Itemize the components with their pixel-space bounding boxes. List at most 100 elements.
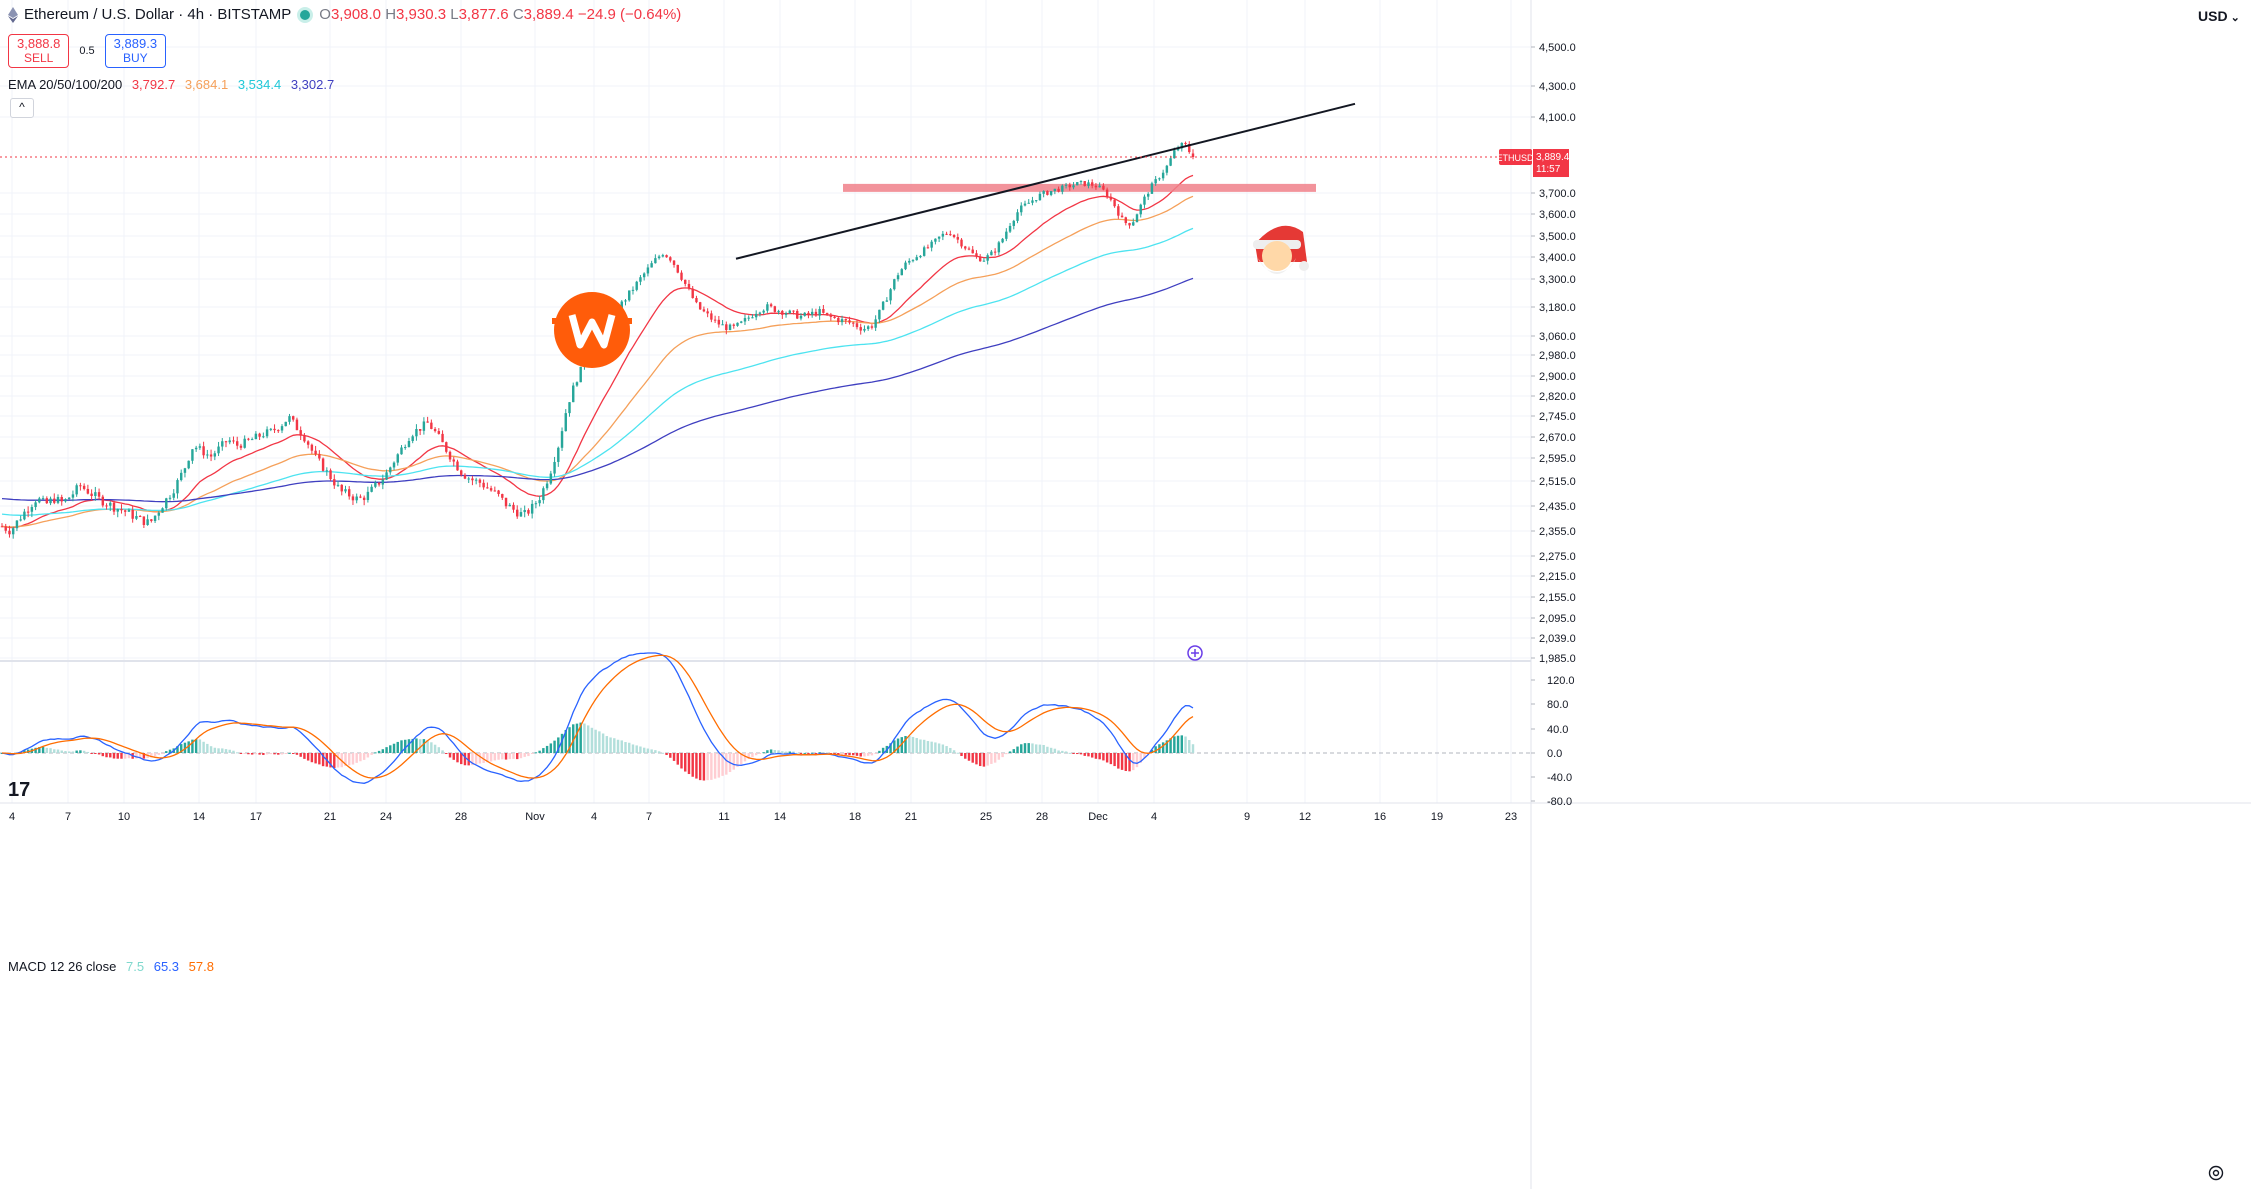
candle-body [452,459,455,462]
sell-button[interactable]: 3,888.8 SELL [8,34,70,68]
candle-body [38,498,41,503]
macd-hist-bar [725,753,728,775]
macd-hist-bar [1135,753,1139,768]
candle-body [340,484,343,492]
price-tick-label: 3,400.0 [1539,252,1576,264]
candle-body [654,258,657,264]
ema-legend[interactable]: EMA 20/50/100/200 3,792.7 3,684.1 3,534.… [8,77,340,92]
candle-body [1161,172,1165,179]
macd-hist-bar [1008,751,1012,753]
macd-hist-bar [684,753,687,772]
symbol-title[interactable]: Ethereum / U.S. Dollar · 4h · BITSTAMP [24,6,292,23]
macd-hist-bar [142,753,146,759]
macd-hist-bar [814,753,818,754]
candle-body [1094,185,1098,188]
candle-body [855,323,859,328]
macd-hist-bar [288,752,291,754]
macd-hist-bar [896,738,900,753]
macd-hist-bar [672,753,676,761]
macd-hist-bar [314,753,317,764]
candle-body [209,454,213,457]
price-tick-label: 2,900.0 [1539,371,1576,383]
candle-body [1132,222,1135,226]
macd-hist-bar [844,753,847,755]
macd-hist-bar [1176,735,1180,753]
macd-hist-bar [153,753,157,757]
candle-body [646,267,650,274]
candle-body [79,485,82,487]
candle-body [501,494,504,498]
candle-body [624,300,627,302]
candle-body [60,497,63,502]
candle-body [329,470,332,480]
macd-hist-bar [572,724,575,753]
ema100-line [1,227,1194,516]
candle-body [411,436,414,442]
macd-hist-bar [747,753,750,760]
macd-hist-bar [79,750,82,753]
macd-hist-bar [1161,742,1165,753]
collapse-legend-button[interactable]: ^ [10,98,34,118]
gear-icon[interactable] [2207,1164,2225,1182]
macd-hist-bar [721,753,724,776]
macd-hist-bar [101,753,105,757]
candle-body [893,279,896,290]
buy-button[interactable]: 3,889.3 BUY [104,34,167,68]
candle-body [1117,206,1120,216]
candle-body [945,233,948,235]
candle-body [676,264,679,273]
macd-hist-bar [1079,753,1083,755]
macd-hist-bar [426,740,429,753]
macd-hist-bar [422,739,426,753]
candle-body [1191,153,1195,158]
candle-body [157,512,161,516]
candle-body [736,322,739,326]
candle-body [1087,182,1090,186]
macd-hist-bar [978,753,982,767]
symbol-legend[interactable]: Ethereum / U.S. Dollar · 4h · BITSTAMP O… [8,6,681,23]
candle-body [534,503,538,505]
candle-body [978,256,982,262]
ethereum-icon [8,6,18,23]
candle-body [1083,181,1086,186]
macd-hist-bar [997,753,1001,760]
macd-hist-bar [135,753,138,759]
macd-hist-bar [336,753,340,768]
candle-body [1008,225,1012,232]
price-tick-label: 3,300.0 [1539,274,1576,286]
macd-legend[interactable]: MACD 12 26 close 7.5 65.3 57.8 [8,959,220,974]
currency-selector[interactable]: USD ⌄ [2198,8,2240,24]
macd-hist-bar [527,753,530,757]
macd-hist-bar [445,753,448,755]
candle-body [1176,148,1180,151]
candle-body [389,467,392,473]
macd-hist-bar [183,742,187,753]
macd-hist-bar [49,748,52,753]
macd-hist-bar [329,753,332,768]
logo-bar-right [620,318,632,324]
candle-body [803,312,806,316]
price-tick-label: 3,180.0 [1539,302,1576,314]
macd-hist-bar [758,753,762,754]
candle-body [672,260,676,265]
candle-body [904,262,907,270]
macd-hist-bar [1188,740,1191,753]
macd-hist-bar [654,750,657,753]
macd-hist-bar [586,725,590,753]
candle-body [713,319,717,321]
macd-hist-bar [1012,749,1016,753]
candle-body [153,515,157,522]
macd-hist-bar [1027,743,1030,753]
candle-body [467,478,470,480]
candle-body [30,507,34,512]
macd-hist-bar [766,750,769,753]
symbol-tag-bg [1499,149,1532,166]
macd-hist-bar [366,753,370,758]
candle-body [191,449,194,461]
ohlc-values: O3,908.0 H3,930.3 L3,877.6 C3,889.4 −24.… [319,6,681,23]
macd-hist-bar [945,746,948,753]
candle-body [971,249,974,254]
candle-body [1146,193,1150,197]
candle-body [1105,189,1109,197]
